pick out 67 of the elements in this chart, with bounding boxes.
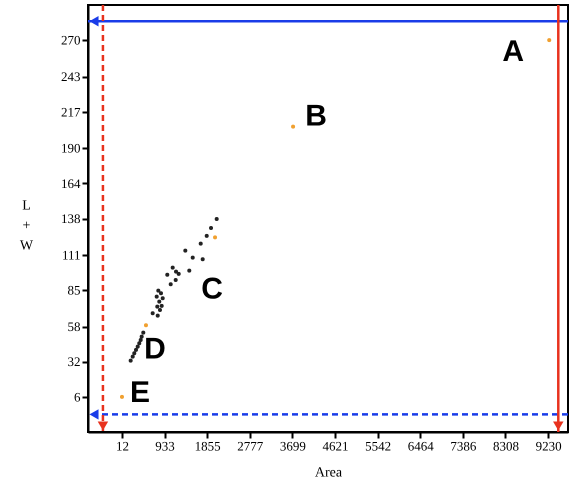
point (136, 344, 140, 349)
point (156, 314, 160, 318)
y-tick-label: 6 (74, 389, 81, 404)
x-tick-label: 7386 (450, 438, 477, 454)
y-tick-label: 190 (61, 140, 80, 156)
point (120, 394, 124, 399)
y-tick-label: 85 (68, 282, 80, 298)
y-tick-label: 270 (61, 32, 80, 48)
x-tick-label: 5542 (365, 438, 392, 454)
point (204, 234, 209, 238)
point (150, 311, 155, 316)
point (190, 256, 195, 260)
point (209, 226, 214, 230)
annotation: B (305, 100, 327, 133)
point (174, 270, 178, 274)
point (168, 282, 173, 286)
annotation: D (144, 332, 166, 366)
y-tick-label: 111 (62, 247, 80, 262)
point (158, 308, 162, 312)
point (141, 330, 146, 335)
x-tick-label: 3699 (280, 438, 306, 454)
point (134, 348, 138, 352)
point (157, 300, 162, 304)
x-tick-label: 1855 (194, 438, 221, 454)
point (176, 272, 181, 276)
point (547, 38, 552, 42)
y-tick-label: 164 (61, 176, 81, 191)
y-tick-label: 217 (61, 104, 81, 120)
x-tick-label: 4621 (322, 438, 349, 454)
x-axis-title: Area (314, 466, 343, 480)
point (138, 338, 143, 342)
point (158, 291, 163, 296)
point (155, 304, 160, 309)
point (128, 358, 133, 363)
point (165, 272, 170, 277)
y-tick-label: 32 (68, 354, 80, 370)
point (160, 304, 164, 308)
point (154, 294, 159, 299)
point (140, 334, 144, 339)
annotation: E (130, 376, 150, 409)
x-tick-label: 12 (116, 438, 129, 454)
point (214, 217, 219, 222)
point (187, 268, 192, 273)
y-tick-label: 58 (68, 319, 80, 334)
annotation: C (201, 272, 223, 306)
point (132, 351, 136, 356)
annotation: A (502, 35, 524, 68)
x-tick-label: 2777 (237, 438, 264, 454)
x-tick-label: 6464 (408, 438, 434, 454)
point (291, 124, 296, 129)
point (213, 235, 218, 240)
point (137, 341, 142, 346)
x-tick-label: 8308 (493, 438, 519, 454)
x-tick-label: 933 (155, 438, 175, 454)
point (174, 278, 178, 282)
x-tick-label: 9230 (536, 438, 562, 454)
point (156, 288, 160, 293)
point (130, 354, 135, 359)
point (144, 323, 148, 328)
point (183, 248, 188, 253)
point (200, 257, 205, 262)
y-tick-label: 243 (61, 69, 80, 84)
point (170, 266, 175, 270)
point (160, 296, 165, 300)
y-tick-label: 138 (61, 211, 80, 226)
point (198, 242, 203, 246)
y-axis-title: L + W (20, 198, 34, 254)
